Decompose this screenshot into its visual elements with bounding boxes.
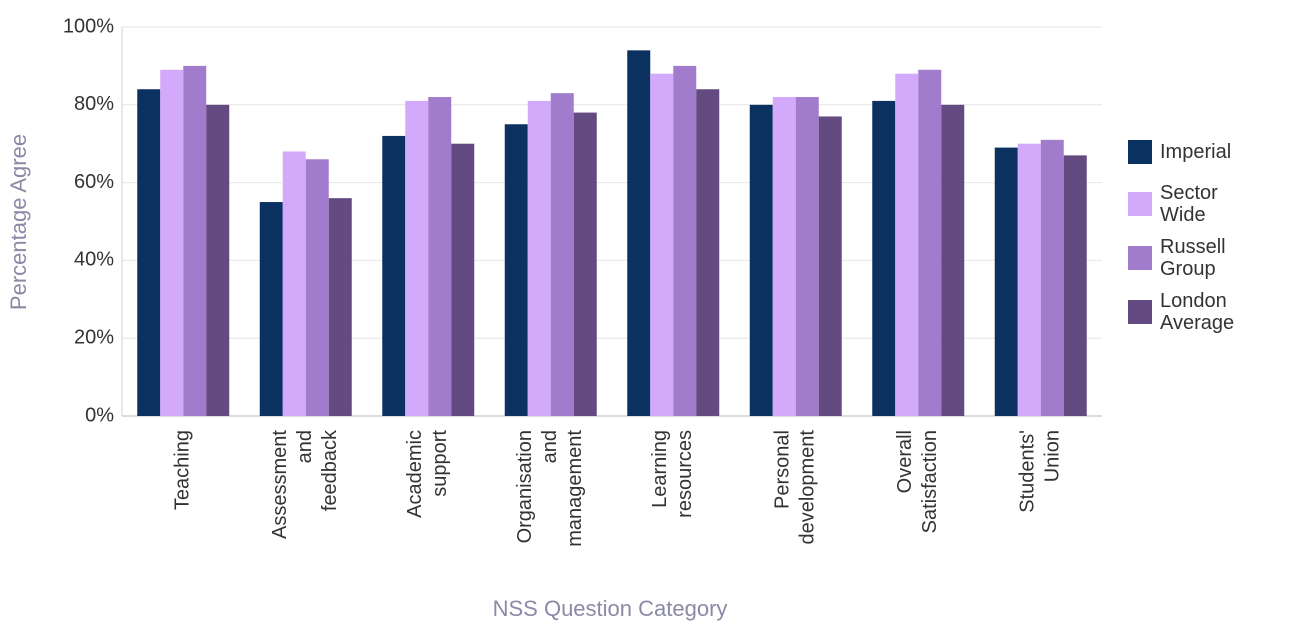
bar xyxy=(259,202,283,416)
bar xyxy=(749,104,773,417)
legend-label: Russell Group xyxy=(1160,236,1226,280)
bar xyxy=(818,116,842,416)
legend-swatch xyxy=(1128,300,1152,324)
legend-item: London Average xyxy=(1128,290,1288,334)
y-tick-label: 60% xyxy=(74,171,114,193)
bar xyxy=(305,159,329,416)
x-tick-label: and xyxy=(294,430,316,463)
bar xyxy=(328,198,352,416)
bar xyxy=(405,100,429,416)
x-tick-label: and xyxy=(539,430,561,463)
x-tick-label: support xyxy=(429,430,451,497)
bar xyxy=(994,147,1018,416)
y-axis-title: Percentage Agree xyxy=(6,134,31,310)
bar xyxy=(795,97,819,417)
x-tick-label: Union xyxy=(1042,430,1064,482)
bar xyxy=(1063,155,1087,416)
bar xyxy=(428,97,452,417)
bar xyxy=(137,89,161,417)
bar xyxy=(504,124,528,416)
bar xyxy=(527,100,551,416)
bar xyxy=(650,73,674,417)
x-tick-label: Teaching xyxy=(172,430,194,510)
bar xyxy=(918,69,942,416)
y-tick-label: 100% xyxy=(63,15,114,37)
legend-label: London Average xyxy=(1160,290,1235,334)
legend-label: Imperial xyxy=(1160,141,1232,163)
bar xyxy=(573,112,597,416)
legend-swatch xyxy=(1128,246,1152,270)
legend-item: Sector Wide xyxy=(1128,182,1288,226)
bar xyxy=(627,50,651,417)
bar xyxy=(772,97,796,417)
bar xyxy=(282,151,306,417)
legend-swatch xyxy=(1128,140,1152,164)
x-tick-label: management xyxy=(564,430,586,547)
legend: Imperial Sector Wide Russell Group London A… xyxy=(1128,132,1288,344)
x-tick-label: Personal xyxy=(772,430,794,509)
bar xyxy=(183,65,207,417)
y-tick-label: 0% xyxy=(85,404,114,426)
x-tick-label: Overall xyxy=(894,430,916,493)
legend-item: Russell Group xyxy=(1128,236,1288,280)
bar xyxy=(160,69,184,416)
x-axis-title: NSS Question Category xyxy=(493,596,728,621)
x-tick-label: Assessment xyxy=(269,430,291,539)
x-tick-label: Learning xyxy=(649,430,671,508)
x-tick-label: Organisation xyxy=(514,430,536,543)
y-tick-label: 40% xyxy=(74,249,114,271)
bar xyxy=(872,100,896,416)
legend-swatch xyxy=(1128,192,1152,216)
legend-item: Imperial xyxy=(1128,132,1288,172)
bar xyxy=(1040,139,1064,416)
x-tick-label: development xyxy=(797,430,819,545)
x-tick-label: Students' xyxy=(1017,430,1039,513)
bar xyxy=(382,135,406,417)
bar xyxy=(451,143,475,416)
y-tick-label: 80% xyxy=(74,93,114,115)
bar xyxy=(696,89,720,417)
legend-label: Sector Wide xyxy=(1160,182,1218,226)
bar xyxy=(550,93,574,416)
bar xyxy=(673,65,697,417)
y-tick-label: 20% xyxy=(74,326,114,348)
bar xyxy=(206,104,230,417)
bar xyxy=(895,73,919,417)
bar xyxy=(1017,143,1041,416)
x-tick-label: feedback xyxy=(319,429,341,511)
x-tick-label: Satisfaction xyxy=(919,430,941,533)
x-tick-label: resources xyxy=(674,430,696,518)
bar xyxy=(941,104,965,417)
x-tick-label: Academic xyxy=(404,430,426,518)
